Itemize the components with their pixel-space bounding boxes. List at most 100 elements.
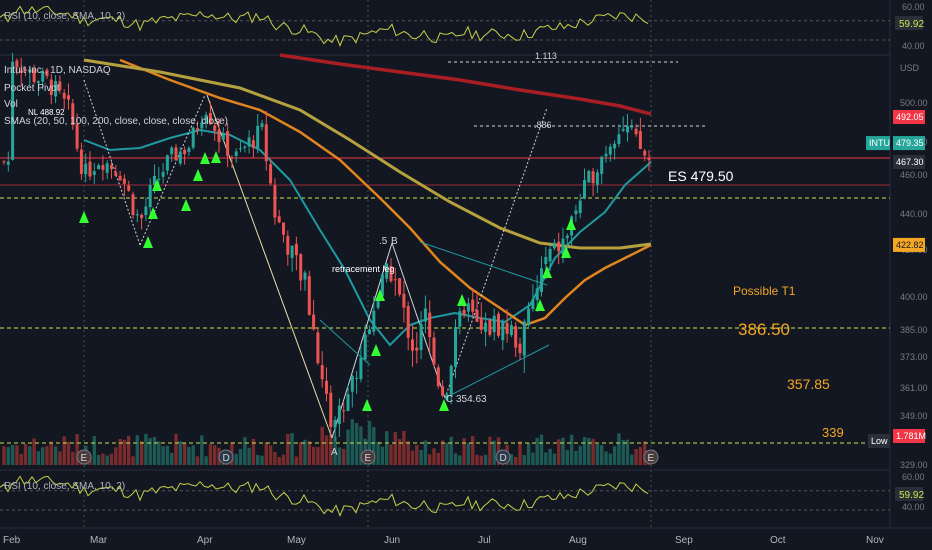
- candle-body: [617, 134, 621, 144]
- rsi-bottom-tick-40: 40.00: [902, 502, 925, 512]
- volume-bar: [105, 455, 109, 465]
- early-leg-down: [83, 79, 141, 246]
- candle-body: [518, 343, 522, 354]
- rsi-bottom-value-badge-bg: [895, 487, 923, 501]
- price-badge-5: Low: [871, 436, 888, 446]
- candle-body: [441, 386, 445, 396]
- level-339-label: 339: [822, 425, 844, 440]
- volume-bar: [466, 443, 471, 465]
- candle-body: [436, 367, 440, 387]
- candle-body: [286, 236, 290, 255]
- price-badge-bg-2: [893, 136, 925, 151]
- candle-body: [307, 276, 311, 315]
- candle-body: [92, 171, 96, 175]
- volume-bar: [114, 447, 118, 465]
- pivot-marker-4: [181, 199, 191, 211]
- candle-body: [363, 334, 367, 360]
- candle-body: [591, 171, 595, 184]
- candle-body: [217, 129, 221, 143]
- volume-bar: [346, 429, 350, 465]
- candle-body: [243, 146, 247, 148]
- candle-body: [454, 327, 457, 367]
- volume-bar: [514, 456, 518, 465]
- candle-body: [393, 279, 397, 281]
- candle-body: [505, 322, 509, 334]
- volume-bar: [415, 445, 419, 465]
- pivot-marker-16: [566, 218, 576, 230]
- legend-pocket-pivot: Pocket Pivot: [4, 83, 60, 94]
- candle-body: [522, 321, 526, 356]
- candle-body: [372, 310, 376, 332]
- rsi-top-value: 59.92: [899, 19, 924, 30]
- rsi-pane-top: [0, 5, 890, 47]
- candle-body: [24, 69, 27, 71]
- candle-body: [105, 163, 109, 173]
- volume-bar: [522, 455, 526, 465]
- volume-bar: [260, 455, 264, 465]
- volume-bar: [600, 445, 604, 465]
- volume-bar: [174, 433, 178, 465]
- candle-body: [294, 243, 298, 256]
- candle-body: [587, 171, 591, 183]
- volume-bar: [238, 448, 243, 465]
- candle-body: [389, 265, 393, 282]
- pivot-marker-6: [200, 152, 210, 164]
- volume-bar: [268, 445, 273, 465]
- volume-bar: [475, 454, 479, 465]
- point-a-label: A: [331, 447, 338, 458]
- volume-bar: [122, 439, 127, 465]
- candle-body: [479, 317, 483, 330]
- candle-body: [445, 394, 449, 400]
- candle-body: [36, 81, 40, 84]
- volume-bar: [397, 439, 402, 465]
- volume-bar: [187, 446, 191, 465]
- volume-bar: [630, 454, 634, 465]
- candle-body: [333, 420, 337, 428]
- event-marker-bg-2: [360, 449, 376, 465]
- volume-bar: [604, 451, 608, 465]
- volume-bar: [479, 455, 483, 465]
- price-tick-8: 361.00: [900, 383, 928, 393]
- candle-body: [466, 303, 470, 312]
- volume-bar: [286, 433, 290, 465]
- candle-body: [110, 165, 113, 169]
- price-tick-2: 460.00: [900, 170, 928, 180]
- candle-body: [540, 268, 543, 293]
- pivot-marker-10: [375, 289, 385, 301]
- volume-bar: [544, 452, 548, 465]
- candle-body: [157, 178, 161, 180]
- price-tick-7: 373.00: [900, 352, 928, 362]
- price-axis-unit: USD: [900, 63, 920, 73]
- candle-body: [574, 210, 578, 215]
- pivot-marker-1: [143, 236, 153, 248]
- volume-bar: [182, 442, 187, 465]
- candle-body: [630, 126, 634, 128]
- volume-bar: [376, 441, 380, 465]
- time-tick-feb: Feb: [3, 535, 21, 546]
- volume-bar: [53, 446, 58, 465]
- candle-body: [488, 320, 492, 335]
- time-tick-oct: Oct: [770, 535, 786, 546]
- event-marker-1: D: [223, 453, 230, 464]
- sma-100: [83, 58, 652, 250]
- volume-bar: [66, 441, 71, 465]
- candle-body: [144, 206, 148, 216]
- price-badge-2: 479.35: [896, 138, 924, 148]
- rsi-bottom-label: RSI (10, close, SMA, 10, 2): [4, 481, 125, 492]
- t1-label: Possible T1: [733, 284, 796, 298]
- moving-averages: [83, 53, 652, 347]
- candle-body: [638, 131, 642, 149]
- candle-body: [256, 125, 260, 149]
- volume-bar: [316, 447, 320, 465]
- volume-bar: [324, 435, 329, 465]
- price-axis: 500.00480.00460.00440.00420.00400.00385.…: [866, 98, 928, 470]
- volume-bar: [608, 453, 612, 465]
- volume-bar: [75, 434, 79, 465]
- price-badge-1: INTU: [869, 138, 890, 148]
- price-badge-0: 492.05: [896, 112, 924, 122]
- time-tick-jun: Jun: [384, 535, 400, 546]
- candle-body: [380, 274, 384, 296]
- candle-body: [62, 92, 66, 99]
- price-tick-10: 329.00: [900, 460, 928, 470]
